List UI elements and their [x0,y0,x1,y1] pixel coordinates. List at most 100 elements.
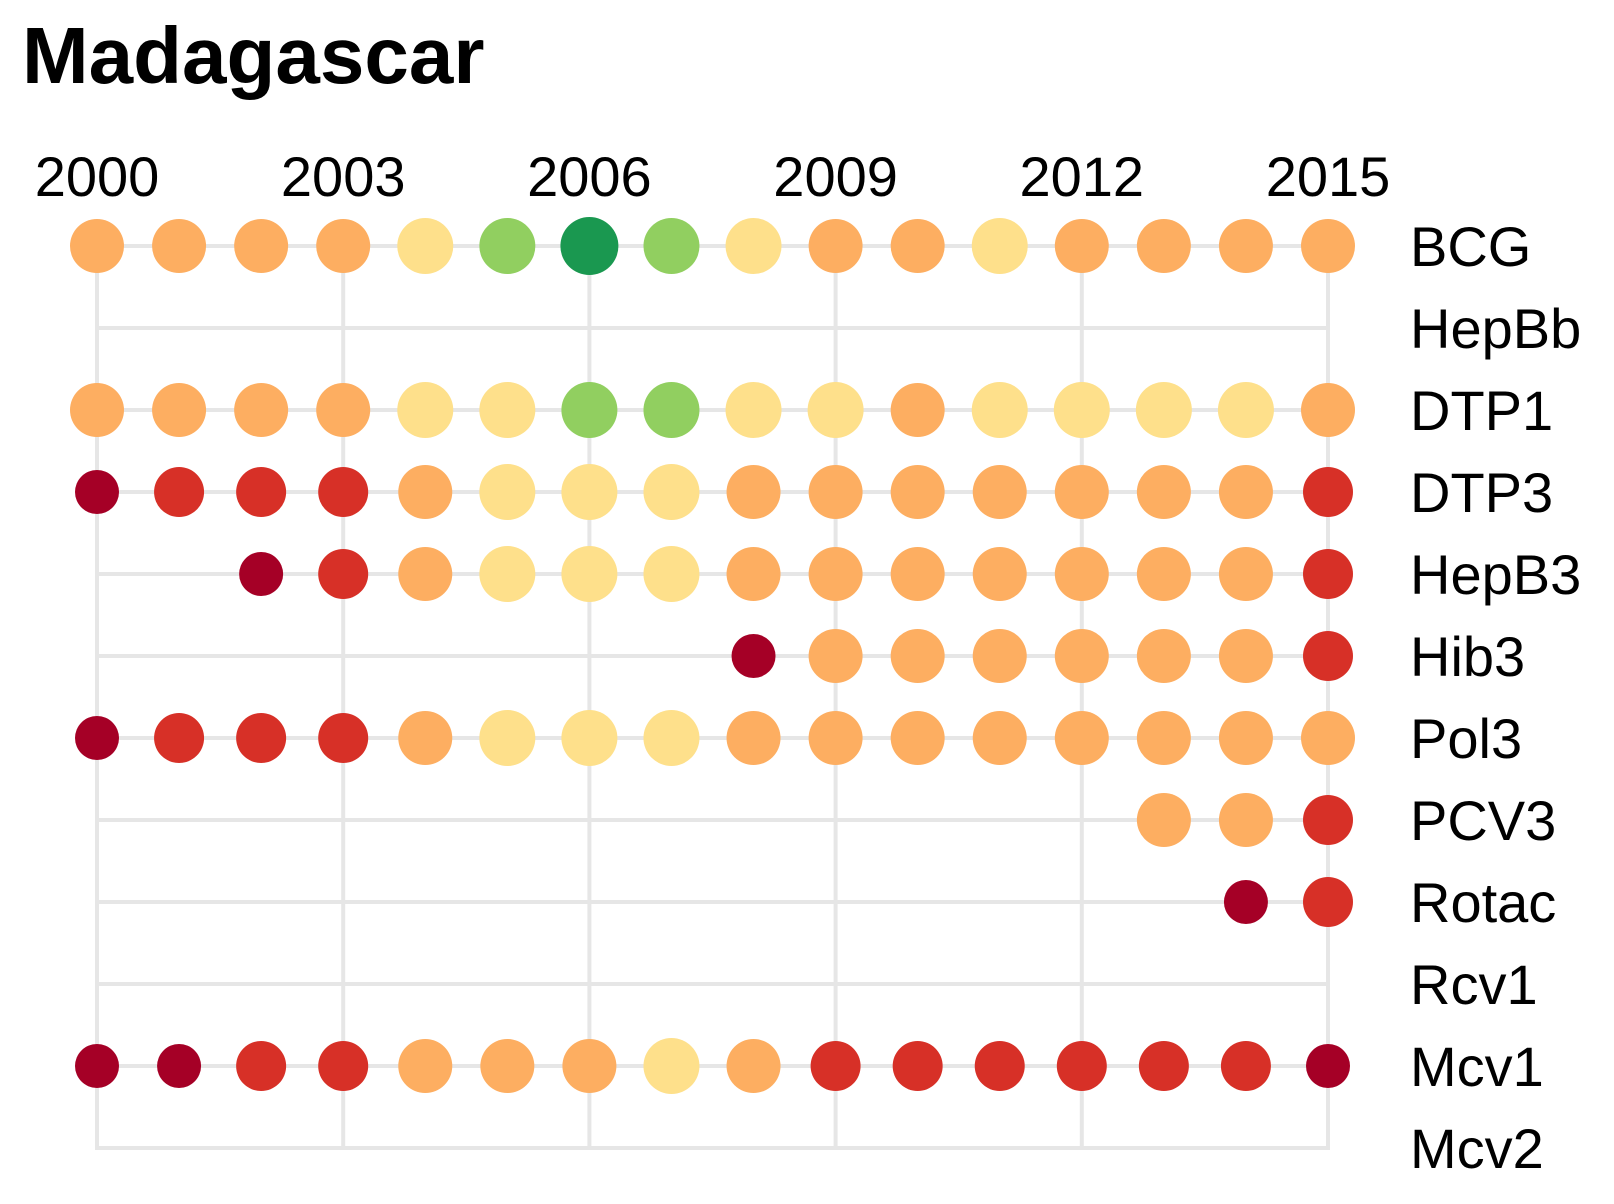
data-point [1136,711,1191,765]
data-point [479,382,536,438]
data-point [236,713,287,763]
data-point [480,1039,535,1093]
data-point [1303,877,1353,927]
row-label: DTP1 [1410,379,1553,442]
data-point [154,713,205,763]
data-point [236,467,287,517]
row-label: Rotac [1410,871,1556,934]
data-point [643,546,700,602]
data-point [643,382,700,438]
data-point [1056,1041,1107,1091]
data-point [318,1041,369,1091]
data-point [479,546,536,602]
row-label: Hib3 [1410,625,1525,688]
data-point [1303,631,1353,681]
data-point [1136,629,1191,683]
data-point [725,218,782,274]
row-labels: BCG HepBb DTP1 DTP3 HepB3 Hib3 Pol3 PCV3 Rotac Rc… [1410,215,1581,1180]
data-point [890,465,945,519]
row-label: DTP3 [1410,461,1553,524]
data-point [152,383,207,437]
data-point [70,383,124,437]
data-point [892,1041,943,1091]
data-point [318,467,369,517]
data-point [643,1038,700,1094]
data-point [70,219,124,273]
data-point [643,218,700,274]
data-point [890,629,945,683]
data-point [154,467,205,517]
x-tick-label: 2009 [773,145,898,208]
grid-layer [95,244,1330,1150]
data-point [398,465,453,519]
data-points [70,217,1355,1094]
data-point [75,716,119,760]
data-point [890,219,945,273]
data-point [1220,1041,1271,1091]
data-point [398,547,453,601]
row-label: HepBb [1410,297,1581,360]
data-point [808,711,863,765]
data-point [808,629,863,683]
data-point [397,218,454,274]
data-point [1306,1044,1350,1088]
data-point [318,713,369,763]
data-point [1218,547,1273,601]
row-label: HepB3 [1410,543,1581,606]
data-point [808,465,863,519]
data-point [890,547,945,601]
x-axis-ticks: 2000 2003 2006 2009 2012 2015 [35,145,1391,208]
data-point [1136,465,1191,519]
data-point [1054,219,1109,273]
row-label: Mcv1 [1410,1035,1544,1098]
data-point [1218,711,1273,765]
data-point [972,465,1027,519]
data-point [1301,219,1355,273]
data-point [1218,629,1273,683]
data-point [398,1039,453,1093]
data-point [1136,219,1191,273]
data-point [972,629,1027,683]
data-point [1054,711,1109,765]
data-point [1223,880,1268,924]
data-point [726,1039,781,1093]
data-point [731,634,776,678]
data-point [1054,629,1109,683]
data-point [643,710,700,766]
row-label: Rcv1 [1410,953,1538,1016]
data-point [316,219,371,273]
row-label: BCG [1410,215,1531,278]
data-point [972,547,1027,601]
data-point [1303,467,1353,517]
data-point [1054,547,1109,601]
x-tick-label: 2003 [281,145,406,208]
x-tick-label: 2012 [1020,145,1145,208]
data-point [974,1041,1025,1091]
data-point [890,383,945,437]
data-point [479,710,536,766]
chart-title: Madagascar [22,11,485,100]
data-point [1217,382,1274,438]
data-point [807,382,864,438]
data-point [1301,383,1355,437]
data-point [562,1039,617,1093]
data-point [234,383,289,437]
data-point [561,382,618,438]
data-point [479,218,536,274]
data-point [236,1041,287,1091]
data-point [152,219,207,273]
data-point [561,464,618,520]
data-point [561,546,618,602]
data-point [479,464,536,520]
x-tick-label: 2000 [35,145,160,208]
data-point [1053,382,1110,438]
data-point [234,219,289,273]
data-point [1218,219,1273,273]
data-point [397,382,454,438]
data-point [890,711,945,765]
data-point [971,218,1028,274]
data-point [808,219,863,273]
row-label: PCV3 [1410,789,1556,852]
data-point [316,383,371,437]
